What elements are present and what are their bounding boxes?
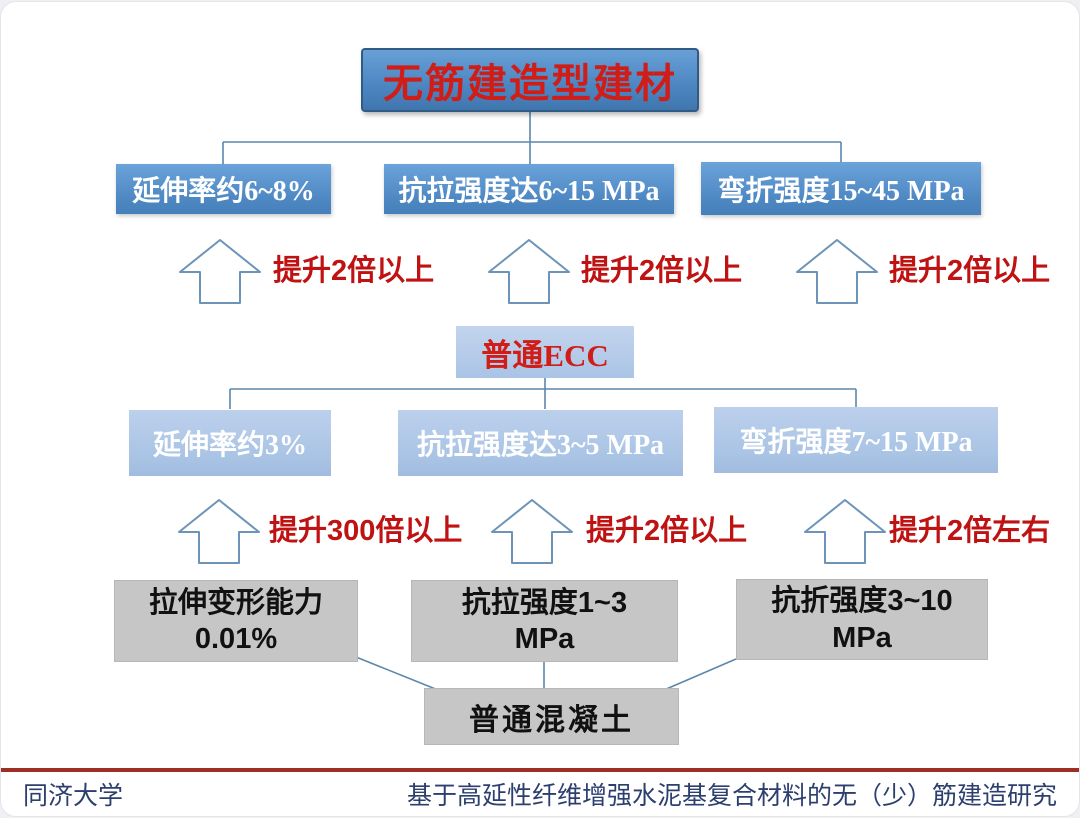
concrete-prop-line: 拉伸变形能力 xyxy=(148,586,323,619)
material-box-elongation-mid: 延伸率约3% xyxy=(129,410,331,476)
improvement-label: 提升2倍以上 xyxy=(586,515,748,547)
up-arrow-icon xyxy=(488,239,570,304)
material-box-flexural-mid: 弯折强度7~15 MPa xyxy=(714,407,998,473)
ecc-box: 普通ECC xyxy=(456,326,634,378)
concrete-prop-box-flexural: 抗折强度3~10 MPa xyxy=(736,579,988,660)
title-box: 无筋建造型建材 xyxy=(361,48,699,112)
footer-research-title: 基于高延性纤维增强水泥基复合材料的无（少）筋建造研究 xyxy=(406,782,1057,810)
material-box-elongation-top: 延伸率约6~8% xyxy=(116,164,331,214)
improvement-label: 提升2倍以上 xyxy=(581,255,743,287)
concrete-prop-line: MPa xyxy=(832,621,892,654)
up-arrow-icon xyxy=(804,499,886,564)
material-box-flexural-top: 弯折强度15~45 MPa xyxy=(701,162,981,215)
material-box-tensile-mid: 抗拉强度达3~5 MPa xyxy=(398,410,683,476)
concrete-prop-line: 抗折强度3~10 xyxy=(771,585,953,618)
concrete-prop-line: MPa xyxy=(514,623,575,655)
concrete-box: 普通混凝土 xyxy=(424,688,679,745)
footer-university: 同济大学 xyxy=(23,782,124,810)
improvement-label: 提升300倍以上 xyxy=(269,515,463,547)
concrete-prop-box-deformation: 拉伸变形能力 0.01% xyxy=(114,580,358,662)
up-arrow-icon xyxy=(179,239,261,304)
concrete-prop-box-tensile: 抗拉强度1~3 MPa xyxy=(411,580,678,662)
up-arrow-icon xyxy=(491,499,573,564)
up-arrow-icon xyxy=(178,499,260,564)
up-arrow-icon xyxy=(796,239,878,304)
improvement-label: 提升2倍左右 xyxy=(889,515,1051,547)
improvement-label: 提升2倍以上 xyxy=(273,255,435,287)
improvement-label: 提升2倍以上 xyxy=(889,255,1051,287)
concrete-prop-line: 0.01% xyxy=(194,623,278,655)
concrete-prop-line: 抗拉强度1~3 xyxy=(461,586,628,619)
footer-rule xyxy=(1,768,1079,772)
material-box-tensile-top: 抗拉强度达6~15 MPa xyxy=(384,164,674,214)
